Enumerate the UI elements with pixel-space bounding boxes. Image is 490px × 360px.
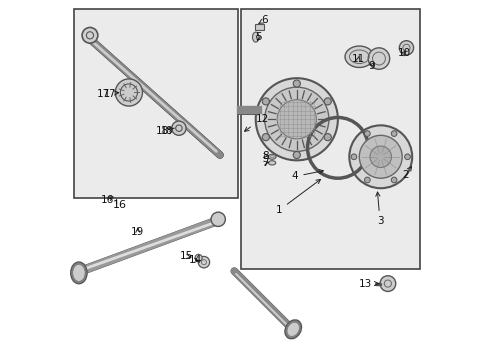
Text: 15: 15	[180, 251, 193, 261]
Circle shape	[392, 131, 397, 136]
Text: 7: 7	[263, 158, 269, 168]
Text: 4: 4	[292, 170, 323, 181]
Text: 19: 19	[131, 227, 145, 237]
Text: 18: 18	[155, 126, 174, 136]
Text: 11: 11	[352, 54, 365, 64]
Circle shape	[293, 152, 300, 158]
Circle shape	[82, 27, 98, 43]
Circle shape	[115, 79, 143, 106]
Bar	[74, 9, 238, 198]
Circle shape	[365, 131, 370, 136]
Circle shape	[392, 177, 397, 183]
Circle shape	[368, 48, 390, 69]
Text: 16: 16	[101, 195, 114, 204]
Text: 6: 6	[259, 15, 268, 25]
Text: 5: 5	[255, 32, 262, 42]
Circle shape	[349, 125, 412, 188]
Ellipse shape	[285, 320, 301, 339]
Ellipse shape	[268, 154, 276, 159]
Circle shape	[262, 134, 270, 141]
Text: 13: 13	[359, 279, 379, 289]
Circle shape	[265, 87, 329, 152]
Circle shape	[262, 98, 270, 105]
Circle shape	[195, 254, 202, 261]
Circle shape	[399, 41, 414, 55]
Circle shape	[172, 121, 186, 135]
Text: 18: 18	[161, 126, 173, 136]
Text: 2: 2	[402, 166, 412, 180]
Circle shape	[324, 134, 331, 141]
Ellipse shape	[252, 32, 259, 42]
Circle shape	[293, 80, 300, 87]
Circle shape	[211, 212, 225, 226]
Ellipse shape	[345, 46, 373, 67]
Circle shape	[365, 177, 370, 183]
Text: 16: 16	[113, 200, 127, 210]
Text: 8: 8	[263, 151, 269, 161]
Text: 14: 14	[188, 255, 201, 265]
Text: 1: 1	[275, 179, 320, 215]
Bar	[242, 9, 420, 269]
Circle shape	[256, 78, 338, 160]
Ellipse shape	[71, 262, 87, 284]
Circle shape	[359, 135, 402, 178]
Text: 17: 17	[98, 89, 119, 99]
Circle shape	[198, 256, 210, 268]
Text: 10: 10	[397, 48, 411, 58]
Bar	[255, 23, 264, 30]
Circle shape	[370, 146, 392, 167]
Text: 12: 12	[245, 113, 269, 131]
Text: 9: 9	[368, 61, 375, 71]
Circle shape	[405, 154, 411, 159]
Ellipse shape	[269, 161, 276, 165]
Text: 17: 17	[104, 89, 116, 99]
Text: 3: 3	[376, 192, 383, 226]
Circle shape	[324, 98, 331, 105]
Circle shape	[380, 276, 396, 292]
Circle shape	[277, 100, 317, 139]
Circle shape	[351, 154, 357, 159]
